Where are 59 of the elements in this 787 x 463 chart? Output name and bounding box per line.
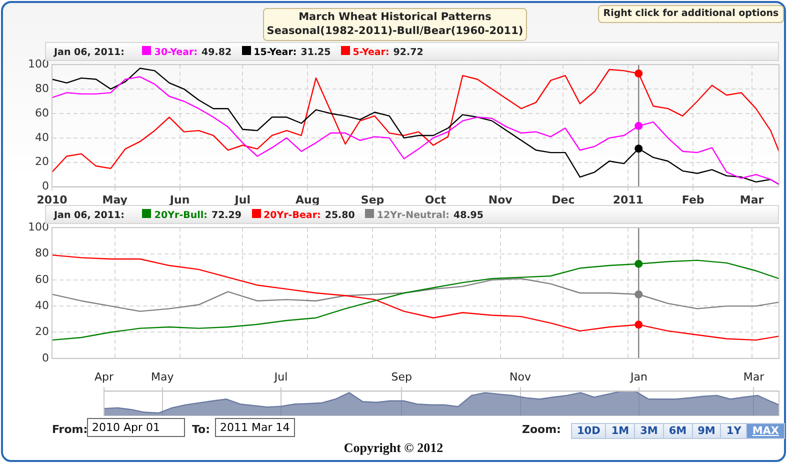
y-tick-label: 60 (35, 106, 49, 120)
text: 1Y (720, 423, 748, 439)
y-tick-label: 80 (35, 82, 49, 95)
text: 2010 Apr 01 (87, 418, 185, 437)
text: Zoom: (522, 423, 561, 436)
chart-subtitle: Seasonal(1982-2011)-Bull/Bear(1960-2011) (266, 24, 524, 38)
text: MAX (746, 423, 785, 439)
x-tick-label: Aug (295, 193, 320, 206)
y-tick-label: 60 (35, 272, 49, 286)
legend-label: 20Yr-Bear: (264, 210, 321, 221)
legend-label: 30-Year: (154, 47, 198, 58)
text: 92.72 (393, 47, 424, 58)
x-tick-label: Nov (488, 193, 514, 206)
text: 10D (571, 423, 606, 439)
text: 3M (634, 423, 664, 439)
x-tick-label: 2010 (36, 193, 68, 206)
legend-label: 15-Year: (254, 47, 297, 58)
x-tick-label: Sep (391, 370, 412, 384)
text: Copyright © 2012 (342, 440, 444, 456)
x-tick-label: 2011 (612, 193, 644, 206)
x-tick-label: Jan (629, 370, 648, 384)
legend-label: 20Yr-Bull: (154, 210, 208, 221)
y-tick-label: 0 (42, 180, 49, 193)
text: Right click for additional options (598, 5, 784, 23)
text: 6M (662, 423, 693, 439)
x-tick-label: Oct (424, 193, 446, 206)
y-tick-label: 40 (35, 130, 49, 144)
y-tick-label: 0 (42, 351, 49, 364)
text: 49.82 (202, 47, 232, 58)
text: 2011 Mar 14 (215, 418, 295, 437)
y-tick-label: 80 (35, 246, 49, 260)
text: 25.80 (324, 210, 355, 221)
text: 48.95 (453, 210, 484, 221)
y-tick-label: 20 (35, 325, 49, 338)
x-tick-label: Feb (682, 193, 704, 206)
x-tick-label: Nov (510, 370, 532, 384)
x-tick-label: May (102, 193, 128, 206)
text: To: (192, 423, 210, 436)
text: 72.29 (211, 210, 242, 221)
x-tick-label: Dec (552, 193, 575, 206)
x-tick-label: Jul (234, 193, 251, 206)
text: Jan 06, 2011: (54, 210, 124, 221)
legend-label: 12Yr-Neutral: (376, 210, 450, 221)
text: 31.25 (300, 47, 331, 58)
text: 1M (605, 423, 636, 439)
y-tick-label: 20 (35, 155, 49, 168)
x-tick-label: Mar (743, 370, 765, 384)
x-tick-label: Mar (740, 193, 764, 206)
text: From: (52, 423, 88, 436)
x-tick-label: Jul (273, 370, 288, 384)
text: Jan 06, 2011: (54, 47, 124, 58)
x-tick-label: Jun (168, 193, 190, 206)
x-tick-label: May (150, 370, 174, 384)
x-tick-label: Apr (94, 370, 114, 384)
chart-title: March Wheat Historical Patterns (298, 10, 492, 24)
legend-label: 5-Year: (352, 47, 390, 58)
text: 9M (692, 423, 722, 439)
y-tick-label: 40 (35, 298, 49, 312)
x-tick-label: Sep (360, 193, 384, 206)
